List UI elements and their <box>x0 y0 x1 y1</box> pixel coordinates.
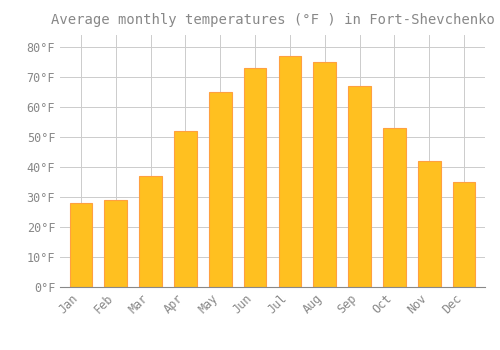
Bar <box>453 182 475 287</box>
Bar <box>418 161 440 287</box>
Bar <box>383 128 406 287</box>
Bar <box>174 131 197 287</box>
Bar <box>348 86 371 287</box>
Bar <box>314 62 336 287</box>
Bar <box>104 200 127 287</box>
Bar <box>209 92 232 287</box>
Bar <box>70 203 92 287</box>
Bar <box>244 68 266 287</box>
Title: Average monthly temperatures (°F ) in Fort-Shevchenko: Average monthly temperatures (°F ) in Fo… <box>50 13 494 27</box>
Bar <box>278 56 301 287</box>
Bar <box>140 176 162 287</box>
